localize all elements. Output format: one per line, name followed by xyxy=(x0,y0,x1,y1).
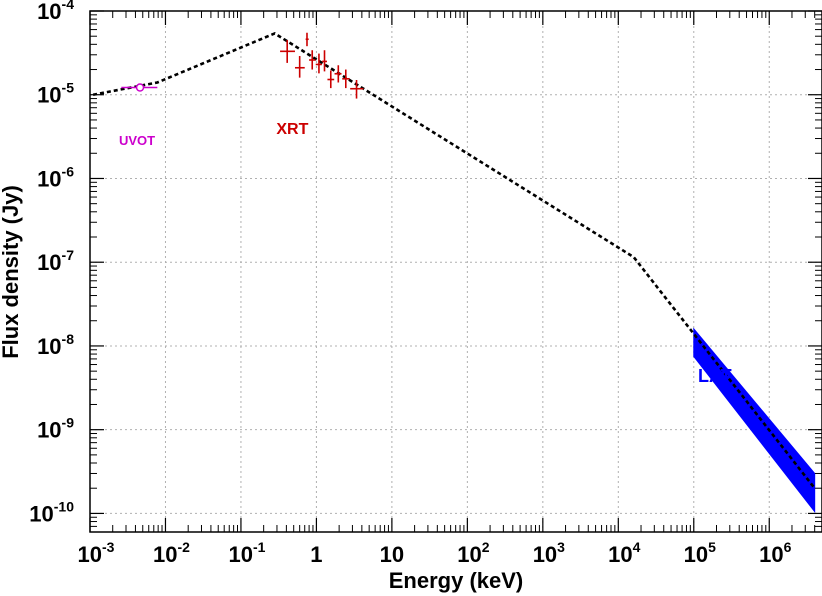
x-tick-label: 103 xyxy=(533,539,565,567)
xrt-point xyxy=(305,32,309,47)
xrt-point xyxy=(322,50,327,72)
x-tick-label: 106 xyxy=(759,539,791,567)
xrt-point xyxy=(350,79,364,99)
y-tick-label: 10-9 xyxy=(37,415,74,443)
annotations: UVOT XRT LAT xyxy=(119,121,732,386)
xrt-point xyxy=(294,56,305,78)
y-tick-label: 10-6 xyxy=(37,163,74,191)
xrt-point xyxy=(315,53,322,74)
xrt-point xyxy=(342,69,350,89)
xrt-label: XRT xyxy=(276,121,308,138)
y-axis-title: Flux density (Jy) xyxy=(0,185,23,359)
uvot-label: UVOT xyxy=(119,133,155,148)
y-tick-label: 10-7 xyxy=(37,247,74,275)
xrt-point xyxy=(280,40,295,63)
y-tick-label: 10-4 xyxy=(37,0,74,24)
x-tick-label: 10-3 xyxy=(78,539,115,567)
data-points-layer xyxy=(121,32,364,99)
axis-ticks xyxy=(89,10,822,532)
y-tick-label: 10-8 xyxy=(37,331,74,359)
xrt-point xyxy=(334,65,342,83)
lat-band xyxy=(693,327,816,514)
x-tick-label: 10-2 xyxy=(153,539,190,567)
x-tick-label: 102 xyxy=(457,539,489,567)
xrt-point xyxy=(327,70,335,89)
lat-label: LAT xyxy=(698,366,732,386)
uvot-point xyxy=(121,83,158,92)
tick-labels: 10-3 10-2 10-1 1 10 102 103 104 105 106 10-10 10-9 1… xyxy=(29,0,791,567)
x-axis-title: Energy (keV) xyxy=(389,568,524,593)
uvot-marker xyxy=(135,83,145,92)
grid-lines xyxy=(90,11,822,532)
x-tick-label: 10 xyxy=(380,542,404,567)
x-tick-label: 1 xyxy=(310,542,322,567)
x-tick-label: 10-1 xyxy=(228,539,265,567)
y-tick-label: 10-5 xyxy=(37,80,74,108)
x-tick-label: 105 xyxy=(684,539,716,567)
x-tick-label: 104 xyxy=(608,539,640,567)
lat-band-layer xyxy=(693,327,816,514)
y-tick-label: 10-10 xyxy=(29,498,74,526)
xrt-point xyxy=(309,50,316,70)
